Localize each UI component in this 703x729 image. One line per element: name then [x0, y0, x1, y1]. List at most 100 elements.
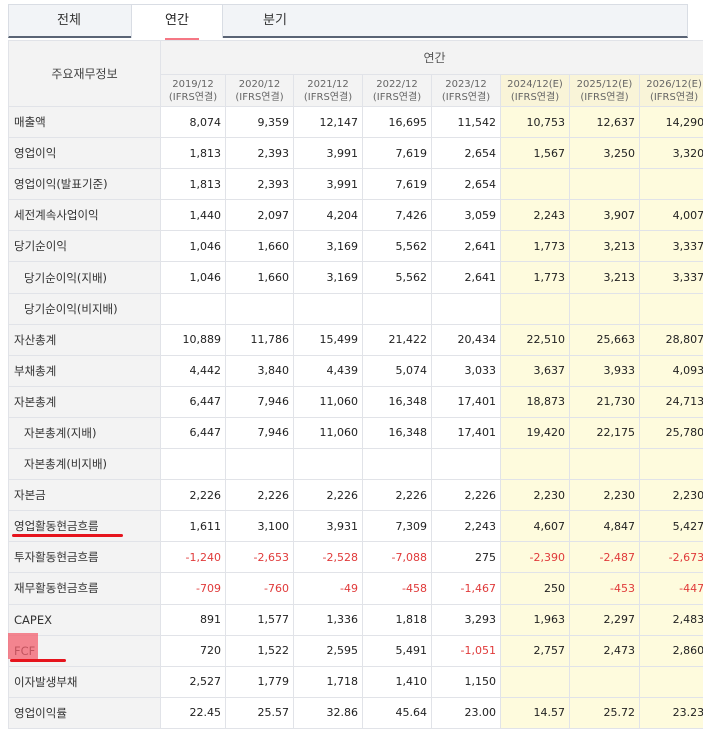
year-label: 2025/12(E) — [576, 78, 633, 90]
value-cell: 21,730 — [569, 385, 640, 418]
value-cell: 7,946 — [225, 385, 294, 418]
row-label: 영업이익 — [8, 137, 161, 170]
value-cell: 14.57 — [500, 696, 570, 729]
value-cell: 2,297 — [569, 603, 640, 636]
value-cell — [293, 448, 363, 481]
value-cell — [500, 665, 570, 698]
value-cell: 5,491 — [362, 634, 432, 667]
value-cell: 15,499 — [293, 323, 363, 356]
row-label: 매출액 — [8, 105, 161, 139]
table-row: 당기순이익 1,046 1,660 3,169 5,562 2,641 1,773 3,213… — [8, 230, 703, 263]
year-label: 2023/12 — [445, 78, 487, 90]
value-cell: 25.72 — [569, 696, 640, 729]
value-cell: 1,522 — [225, 634, 294, 667]
value-cell: 2,483 — [638, 603, 703, 636]
year-label: 2020/12 — [238, 78, 281, 90]
value-cell: 3,840 — [225, 354, 294, 387]
value-cell: 14,290 — [638, 105, 703, 139]
value-cell: 1,611 — [160, 510, 226, 543]
value-cell — [569, 448, 640, 481]
value-cell — [225, 448, 294, 481]
value-cell: 3,213 — [569, 261, 640, 294]
value-cell: 17,401 — [431, 416, 501, 450]
value-cell — [638, 665, 703, 698]
value-cell: 1,046 — [160, 230, 226, 263]
value-cell: -2,487 — [569, 541, 640, 574]
value-cell: 1,567 — [500, 137, 570, 170]
value-cell: 22,175 — [569, 416, 640, 450]
value-cell: 1,660 — [225, 261, 294, 294]
value-cell: 3,033 — [431, 354, 501, 387]
value-cell: 10,889 — [160, 323, 226, 356]
row-label: 재무활동현금흐름 — [8, 572, 161, 605]
value-cell: 5,562 — [362, 230, 432, 263]
value-cell: -7,088 — [362, 541, 432, 574]
table-row: 재무활동현금흐름 -709 -760 -49 -458 -1,467 250 -453 -447 — [8, 572, 703, 605]
tab-annual[interactable]: 연간 — [131, 5, 223, 38]
value-cell: 2,230 — [638, 479, 703, 512]
value-cell: 1,818 — [362, 603, 432, 636]
value-cell — [638, 168, 703, 201]
value-cell: 4,204 — [293, 199, 363, 232]
row-label: 부채총계 — [8, 354, 161, 387]
value-cell: -2,653 — [225, 541, 294, 574]
value-cell: 4,442 — [160, 354, 226, 387]
value-cell: 2,097 — [225, 199, 294, 232]
value-cell: 4,439 — [293, 354, 363, 387]
year-header: 2025/12(E) (IFRS연결) — [569, 74, 640, 107]
table-row: 영업이익 1,813 2,393 3,991 7,619 2,654 1,567 3,250 3… — [8, 137, 703, 170]
table-row: 자본총계 6,447 7,946 11,060 16,348 17,401 18,873 21… — [8, 385, 703, 418]
row-label: 자본총계(비지배) — [8, 448, 161, 481]
value-cell: 21,422 — [362, 323, 432, 356]
value-cell: 2,230 — [569, 479, 640, 512]
value-cell: 1,813 — [160, 168, 226, 201]
value-cell: 3,337 — [638, 261, 703, 294]
value-cell: 5,562 — [362, 261, 432, 294]
value-cell — [638, 292, 703, 325]
value-cell: 3,059 — [431, 199, 501, 232]
row-label: 세전계속사업이익 — [8, 199, 161, 232]
value-cell: 2,393 — [225, 168, 294, 201]
value-cell: 5,427 — [638, 510, 703, 543]
row-label: CAPEX — [8, 603, 161, 636]
value-cell: 3,169 — [293, 230, 363, 263]
value-cell: 1,577 — [225, 603, 294, 636]
value-cell: 7,946 — [225, 416, 294, 450]
value-cell: 22,510 — [500, 323, 570, 356]
value-cell: 1,773 — [500, 261, 570, 294]
value-cell: 3,169 — [293, 261, 363, 294]
tab-all[interactable]: 전체 — [57, 13, 81, 28]
value-cell: 3,991 — [293, 137, 363, 170]
tab-quarter[interactable]: 분기 — [263, 13, 287, 28]
value-cell: 2,226 — [362, 479, 432, 512]
value-cell: 275 — [431, 541, 501, 574]
table-row: CAPEX 891 1,577 1,336 1,818 3,293 1,963 2,297 2,… — [8, 603, 703, 636]
value-cell: 1,779 — [225, 665, 294, 698]
table-row: 자본총계(지배) 6,447 7,946 11,060 16,348 17,401 19,4… — [8, 416, 703, 450]
value-cell — [638, 448, 703, 481]
value-cell: 7,309 — [362, 510, 432, 543]
value-cell: 1,336 — [293, 603, 363, 636]
year-label: 2022/12 — [376, 78, 418, 90]
year-header: 2026/12(E) (IFRS연결) — [638, 74, 703, 107]
table-row: FCF7201,5222,5955,491-1,0512,7572,4732,8… — [8, 634, 703, 667]
value-cell: -49 — [293, 572, 363, 605]
table-row: 당기순이익(비지배) — [8, 292, 703, 325]
value-cell: 17,401 — [431, 385, 501, 418]
table-row: 자본총계(비지배) — [8, 448, 703, 481]
value-cell: 24,713 — [638, 385, 703, 418]
value-cell: 2,226 — [225, 479, 294, 512]
row-label: 이자발생부채 — [8, 665, 161, 698]
value-cell: 6,447 — [160, 416, 226, 450]
basis-label: (IFRS연결) — [649, 91, 699, 103]
value-cell: -2,673 — [638, 541, 703, 574]
period-tabs: 전체 연간 분기 — [8, 4, 688, 42]
basis-label: (IFRS연결) — [235, 91, 284, 103]
row-label: 당기순이익(지배) — [8, 261, 161, 294]
value-cell: 1,046 — [160, 261, 226, 294]
value-cell: 2,654 — [431, 168, 501, 201]
annotation-underline-operating-cf — [12, 534, 123, 537]
value-cell: 2,595 — [293, 634, 363, 667]
value-cell: 12,637 — [569, 105, 640, 139]
year-header: 2022/12 (IFRS연결) — [362, 74, 432, 107]
